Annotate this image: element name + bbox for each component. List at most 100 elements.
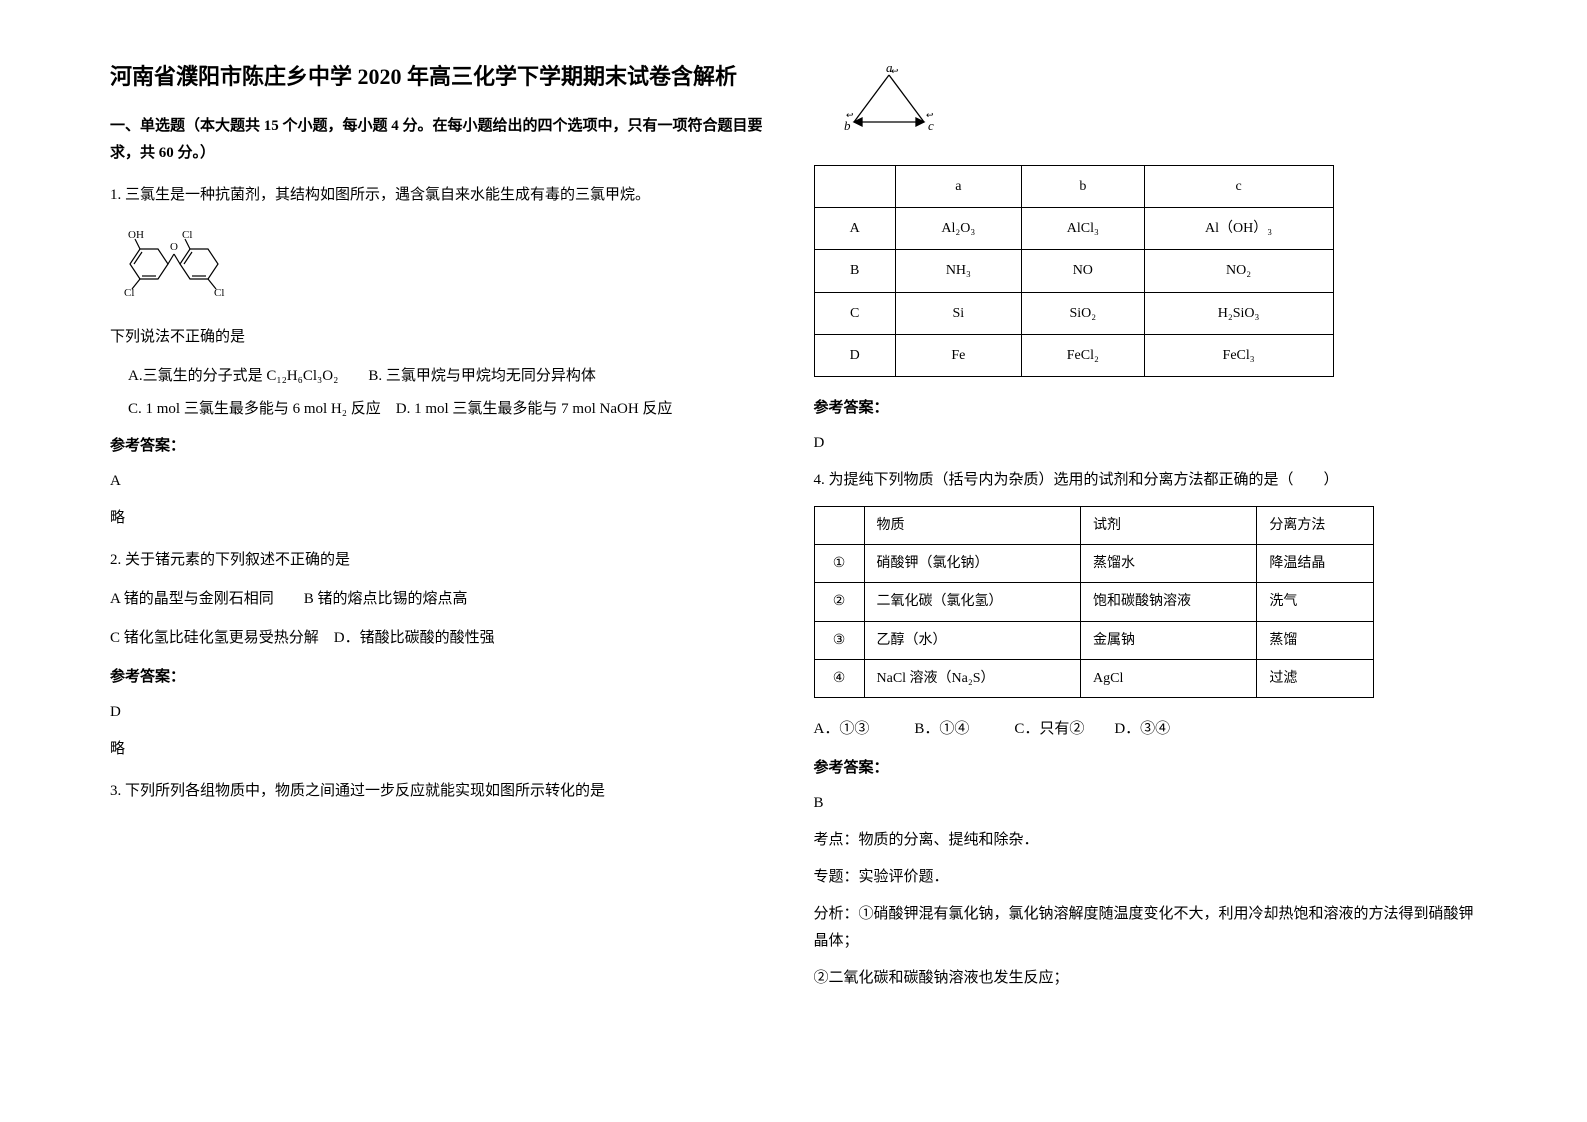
q4-answer: B: [814, 790, 1478, 817]
cell: 洗气: [1257, 583, 1373, 621]
cell: 乙醇（水）: [864, 621, 1081, 659]
cell: NO: [1021, 250, 1144, 292]
cell: ③: [814, 621, 864, 659]
table-row: ③ 乙醇（水） 金属钠 蒸馏: [814, 621, 1373, 659]
svg-text:↩: ↩: [891, 66, 899, 76]
section-header: 一、单选题（本大题共 15 个小题，每小题 4 分。在每小题给出的四个选项中，只…: [110, 113, 774, 167]
document-title: 河南省濮阳市陈庄乡中学 2020 年高三化学下学期期末试卷含解析: [110, 60, 774, 93]
q4-text: 4. 为提纯下列物质（括号内为杂质）选用的试剂和分离方法都正确的是（ ）: [814, 467, 1478, 494]
svg-text:O: O: [170, 241, 178, 253]
q1-opt-b: B. 三氯甲烷与甲烷均无同分异构体: [368, 368, 596, 384]
q1-opt-d: D. 1 mol 三氯生最多能与 7 mol NaOH 反应: [396, 401, 673, 417]
q2-opt-a: A 锗的晶型与金刚石相同: [110, 591, 274, 607]
q2-opt-c: C 锗化氢比硅化氢更易受热分解: [110, 630, 319, 646]
q3-answer: D: [814, 430, 1478, 457]
triangle-b: b: [844, 118, 851, 133]
q4-analysis: 考点：物质的分离、提纯和除杂． 专题：实验评价题． 分析：①硝酸钾混有氯化钠，氯…: [814, 827, 1478, 992]
cell: Fe: [895, 334, 1021, 376]
cell: AgCl: [1081, 659, 1257, 697]
cell: H₂SiO₃: [1144, 292, 1333, 334]
svg-text:Cl: Cl: [182, 229, 192, 241]
cell: a: [895, 166, 1021, 208]
triangle-diagram: a b c ↩ ↩ ↩: [834, 60, 1478, 150]
cell: C: [814, 292, 895, 334]
table-row: 物质 试剂 分离方法: [814, 506, 1373, 544]
cell: [814, 166, 895, 208]
cell: ①: [814, 545, 864, 583]
q2-answer: D: [110, 699, 774, 726]
svg-text:Cl: Cl: [124, 287, 134, 299]
cell: c: [1144, 166, 1333, 208]
cell: D: [814, 334, 895, 376]
left-column: 河南省濮阳市陈庄乡中学 2020 年高三化学下学期期末试卷含解析 一、单选题（本…: [90, 60, 794, 1062]
cell: FeCl₃: [1144, 334, 1333, 376]
q2-opt-b: B 锗的熔点比锡的熔点高: [304, 591, 468, 607]
cell: Al₂O₃: [895, 208, 1021, 250]
cell: 二氧化碳（氯化氢）: [864, 583, 1081, 621]
cell: 金属钠: [1081, 621, 1257, 659]
question-4: 4. 为提纯下列物质（括号内为杂质）选用的试剂和分离方法都正确的是（ ） 物质 …: [814, 467, 1478, 992]
cell: NO₂: [1144, 250, 1333, 292]
q4-options: A．①③ B．①④ C．只有② D．③④: [814, 716, 1478, 743]
svg-text:↩: ↩: [926, 110, 934, 120]
table-row: D Fe FeCl₂ FeCl₃: [814, 334, 1333, 376]
table-row: ④ NaCl 溶液（Na₂S） AgCl 过滤: [814, 659, 1373, 697]
cell: SiO₂: [1021, 292, 1144, 334]
cell: 蒸馏: [1257, 621, 1373, 659]
cell: ④: [814, 659, 864, 697]
cell: FeCl₂: [1021, 334, 1144, 376]
cell: 降温结晶: [1257, 545, 1373, 583]
q3-table: a b c A Al₂O₃ AlCl₃ Al（OH）₃ B NH₃ NO NO₂…: [814, 165, 1334, 377]
analysis-line: ②二氧化碳和碳酸钠溶液也发生反应；: [814, 965, 1478, 992]
cell: 试剂: [1081, 506, 1257, 544]
q3-text: 3. 下列所列各组物质中，物质之间通过一步反应就能实现如图所示转化的是: [110, 778, 774, 805]
cell: ②: [814, 583, 864, 621]
q2-text: 2. 关于锗元素的下列叙述不正确的是: [110, 547, 774, 574]
cell: 过滤: [1257, 659, 1373, 697]
cell: A: [814, 208, 895, 250]
q1-opt-c: C. 1 mol 三氯生最多能与 6 mol H₂ 反应: [128, 401, 381, 417]
cell: 硝酸钾（氯化钠）: [864, 545, 1081, 583]
cell: B: [814, 250, 895, 292]
q2-opt-d: D．锗酸比碳酸的酸性强: [334, 630, 495, 646]
q1-text: 1. 三氯生是一种抗菌剂，其结构如图所示，遇含氯自来水能生成有毒的三氯甲烷。: [110, 182, 774, 209]
cell: 物质: [864, 506, 1081, 544]
cell: [814, 506, 864, 544]
q1-answer-label: 参考答案：: [110, 433, 774, 460]
right-column: a b c ↩ ↩ ↩ a b c A Al₂O₃ AlCl₃ Al（OH）₃ …: [794, 60, 1498, 1062]
cell: NaCl 溶液（Na₂S）: [864, 659, 1081, 697]
table-row: C Si SiO₂ H₂SiO₃: [814, 292, 1333, 334]
q1-options: A.三氯生的分子式是 C₁₂H₆Cl₃O₂ B. 三氯甲烷与甲烷均无同分异构体 …: [128, 363, 774, 423]
question-3-intro: 3. 下列所列各组物质中，物质之间通过一步反应就能实现如图所示转化的是: [110, 778, 774, 805]
cell: AlCl₃: [1021, 208, 1144, 250]
cell: 蒸馏水: [1081, 545, 1257, 583]
table-row: ② 二氧化碳（氯化氢） 饱和碳酸钠溶液 洗气: [814, 583, 1373, 621]
analysis-line: 分析：①硝酸钾混有氯化钠，氯化钠溶解度随温度变化不大，利用冷却热饱和溶液的方法得…: [814, 901, 1478, 955]
cell: NH₃: [895, 250, 1021, 292]
q2-answer-label: 参考答案：: [110, 664, 774, 691]
q4-table: 物质 试剂 分离方法 ① 硝酸钾（氯化钠） 蒸馏水 降温结晶 ② 二氧化碳（氯化…: [814, 506, 1374, 698]
q1-note: 略: [110, 505, 774, 532]
q3-answer-label: 参考答案：: [814, 395, 1478, 422]
svg-text:Cl: Cl: [214, 287, 224, 299]
q2-note: 略: [110, 736, 774, 763]
svg-text:OH: OH: [128, 229, 144, 241]
svg-text:↩: ↩: [846, 110, 854, 120]
analysis-line: 考点：物质的分离、提纯和除杂．: [814, 827, 1478, 854]
analysis-line: 专题：实验评价题．: [814, 864, 1478, 891]
molecule-diagram: OH Cl O Cl Cl: [120, 224, 774, 309]
cell: 分离方法: [1257, 506, 1373, 544]
triangle-c: c: [928, 118, 934, 133]
cell: b: [1021, 166, 1144, 208]
cell: 饱和碳酸钠溶液: [1081, 583, 1257, 621]
table-row: B NH₃ NO NO₂: [814, 250, 1333, 292]
table-row: ① 硝酸钾（氯化钠） 蒸馏水 降温结晶: [814, 545, 1373, 583]
cell: Al（OH）₃: [1144, 208, 1333, 250]
cell: Si: [895, 292, 1021, 334]
table-row: a b c: [814, 166, 1333, 208]
q1-answer: A: [110, 468, 774, 495]
table-row: A Al₂O₃ AlCl₃ Al（OH）₃: [814, 208, 1333, 250]
q1-opt-a: A.三氯生的分子式是 C₁₂H₆Cl₃O₂: [128, 368, 338, 384]
q1-subtext: 下列说法不正确的是: [110, 324, 774, 351]
question-1: 1. 三氯生是一种抗菌剂，其结构如图所示，遇含氯自来水能生成有毒的三氯甲烷。: [110, 182, 774, 532]
